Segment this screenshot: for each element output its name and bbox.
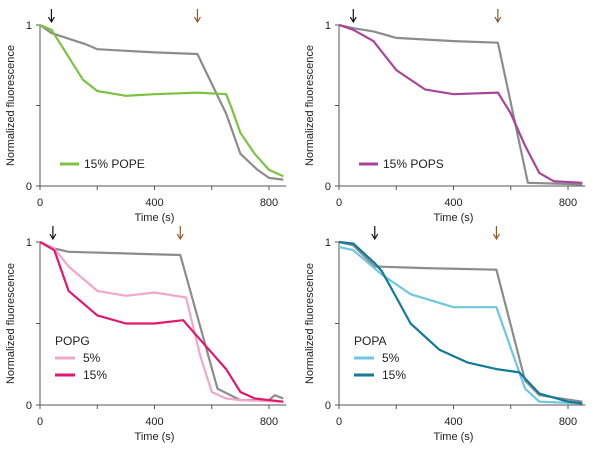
series-line-5- [39, 240, 284, 403]
y-tick-label: 1 [26, 20, 32, 32]
series-line-15- [39, 241, 284, 403]
x-tick-label: 800 [260, 197, 278, 209]
x-tick-label: 800 [559, 197, 577, 209]
legend-label: 15% [382, 368, 406, 382]
legend: POPA 5% 15% [354, 334, 406, 382]
legend-label: 15% POPE [84, 157, 145, 171]
series-line-15-pope [39, 23, 284, 178]
x-tick-label: 800 [260, 416, 278, 428]
series-line-control [39, 24, 284, 181]
y-axis-label: Normalized fluorescence [5, 263, 17, 384]
x-tick-label: 0 [336, 416, 342, 428]
series-line-control [338, 240, 583, 403]
legend-label: 15% [83, 368, 107, 382]
arrow-brown-icon-head [492, 233, 500, 241]
y-tick-label: 0 [26, 400, 32, 412]
legend-title: POPA [354, 334, 386, 348]
x-tick-label: 0 [37, 197, 43, 209]
legend-title: POPG [55, 334, 90, 348]
panel-15-pope: 0 1 0 400 800 Time (s) Normalized fluorescence… [5, 9, 287, 224]
legend: POPG 5% 15% [55, 334, 107, 382]
y-tick-label: 1 [325, 20, 331, 32]
x-tick-label: 400 [145, 416, 163, 428]
y-tick-label: 0 [325, 181, 331, 193]
y-tick-label: 0 [26, 181, 32, 193]
legend: 15% POPE [60, 157, 145, 171]
x-axis-label: Time (s) [434, 212, 474, 224]
x-tick-label: 400 [145, 197, 163, 209]
x-tick-label: 0 [37, 416, 43, 428]
legend: 15% POPS [359, 157, 444, 171]
legend-label: 5% [382, 351, 400, 365]
series-line-15-pops [338, 23, 583, 184]
x-axis-label: Time (s) [135, 212, 175, 224]
panel-15-pops: 0 1 0 400 800 Time (s) Normalized fluorescence… [304, 9, 586, 224]
arrow-black-icon-head [349, 16, 357, 24]
y-axis-label: Normalized fluorescence [304, 45, 316, 166]
x-tick-label: 0 [336, 197, 342, 209]
arrow-brown-icon-head [176, 233, 184, 241]
y-tick-label: 0 [325, 400, 331, 412]
x-tick-label: 400 [444, 197, 462, 209]
x-axis-label: Time (s) [434, 431, 474, 443]
series-line-control [39, 240, 284, 402]
y-tick-label: 1 [325, 237, 331, 249]
legend-label: 15% POPS [383, 157, 444, 171]
legend-label: 5% [83, 351, 101, 365]
arrow-brown-icon-head [494, 16, 502, 24]
arrow-brown-icon-head [193, 16, 201, 24]
x-axis-label: Time (s) [135, 431, 175, 443]
y-axis-label: Normalized fluorescence [5, 45, 17, 166]
panel-popa: 0 1 0 400 800 Time (s) Normalized fluorescence… [304, 226, 586, 443]
y-tick-label: 1 [26, 237, 32, 249]
x-tick-label: 800 [559, 416, 577, 428]
y-axis-label: Normalized fluorescence [304, 263, 316, 384]
arrow-black-icon-head [47, 16, 55, 24]
arrow-black-icon-head [371, 233, 379, 241]
arrow-black-icon-head [49, 233, 57, 241]
series-line-control [338, 23, 583, 186]
x-tick-label: 400 [444, 416, 462, 428]
series-line-5- [338, 245, 583, 405]
series-line-15- [338, 240, 583, 405]
panel-popg: 0 1 0 400 800 Time (s) Normalized fluorescence… [5, 226, 287, 443]
